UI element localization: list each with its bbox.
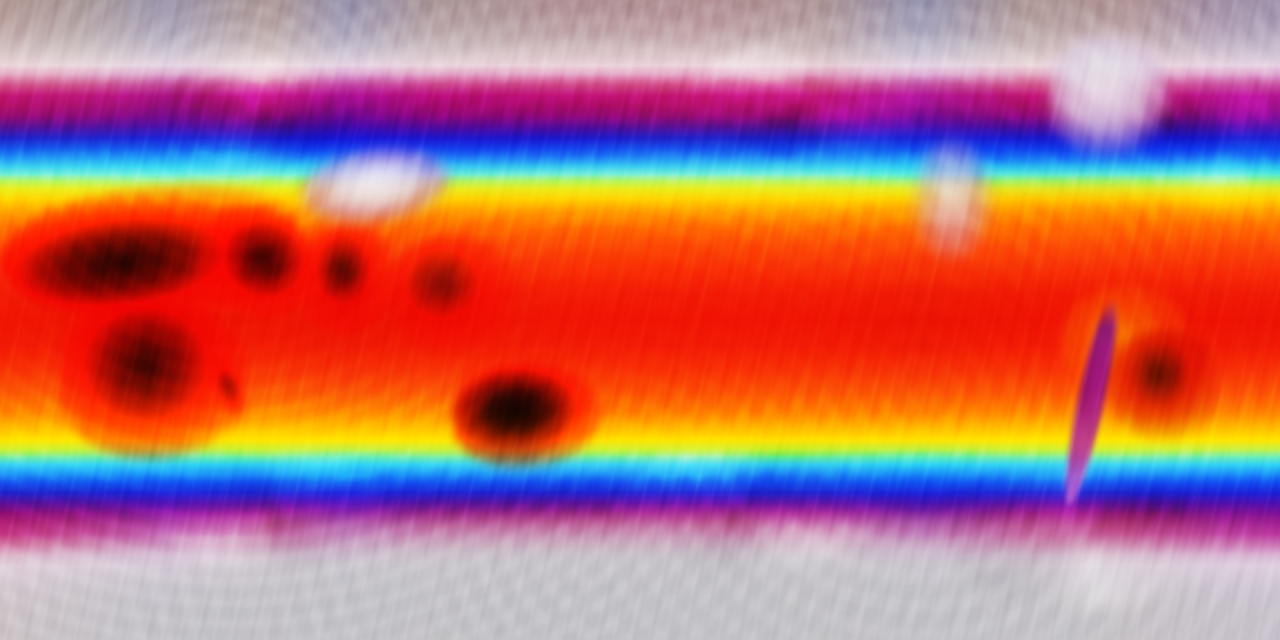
feature-northern-canada (930, 110, 1230, 220)
cyclone-north-pacific (690, 40, 920, 160)
feature-indian-subcontinent (300, 226, 396, 336)
cyclone-southern-ocean-indian (150, 450, 390, 570)
cyclone-north-atlantic-east (140, 60, 350, 170)
feature-antarctic-ice-sheet (0, 520, 1280, 640)
cyclone-southern-ocean-atlantic (950, 470, 1210, 610)
feature-siberia (250, 78, 630, 178)
feature-southeast-asia (390, 236, 520, 356)
cyclone-southern-ocean-pacific (620, 440, 880, 570)
cyclone-north-atlantic-west (1140, 90, 1280, 210)
feature-brazil-highlands (1110, 330, 1220, 440)
